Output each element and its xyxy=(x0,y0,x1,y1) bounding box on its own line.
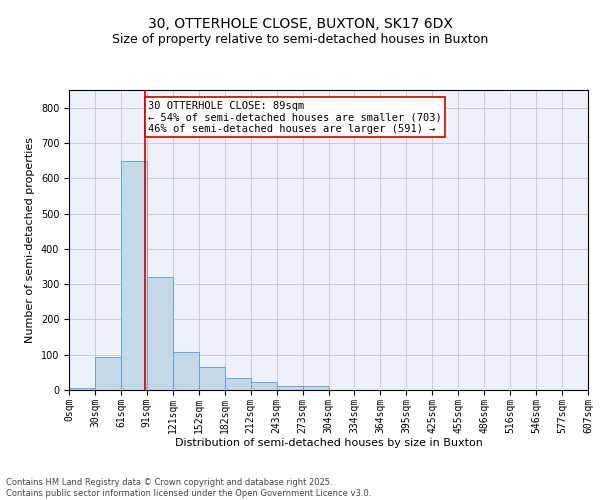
Bar xyxy=(302,386,329,390)
Bar xyxy=(147,277,173,390)
Text: Contains HM Land Registry data © Crown copyright and database right 2025.
Contai: Contains HM Land Registry data © Crown c… xyxy=(6,478,371,498)
Bar xyxy=(225,378,251,390)
Bar xyxy=(277,386,302,390)
Bar xyxy=(121,160,147,390)
Bar xyxy=(251,382,277,390)
Text: 30 OTTERHOLE CLOSE: 89sqm
← 54% of semi-detached houses are smaller (703)
46% of: 30 OTTERHOLE CLOSE: 89sqm ← 54% of semi-… xyxy=(148,100,442,134)
Bar xyxy=(69,388,95,390)
Bar xyxy=(173,352,199,390)
X-axis label: Distribution of semi-detached houses by size in Buxton: Distribution of semi-detached houses by … xyxy=(175,438,482,448)
Bar xyxy=(95,357,121,390)
Text: Size of property relative to semi-detached houses in Buxton: Size of property relative to semi-detach… xyxy=(112,32,488,46)
Bar xyxy=(199,367,224,390)
Y-axis label: Number of semi-detached properties: Number of semi-detached properties xyxy=(25,137,35,343)
Text: 30, OTTERHOLE CLOSE, BUXTON, SK17 6DX: 30, OTTERHOLE CLOSE, BUXTON, SK17 6DX xyxy=(148,18,452,32)
